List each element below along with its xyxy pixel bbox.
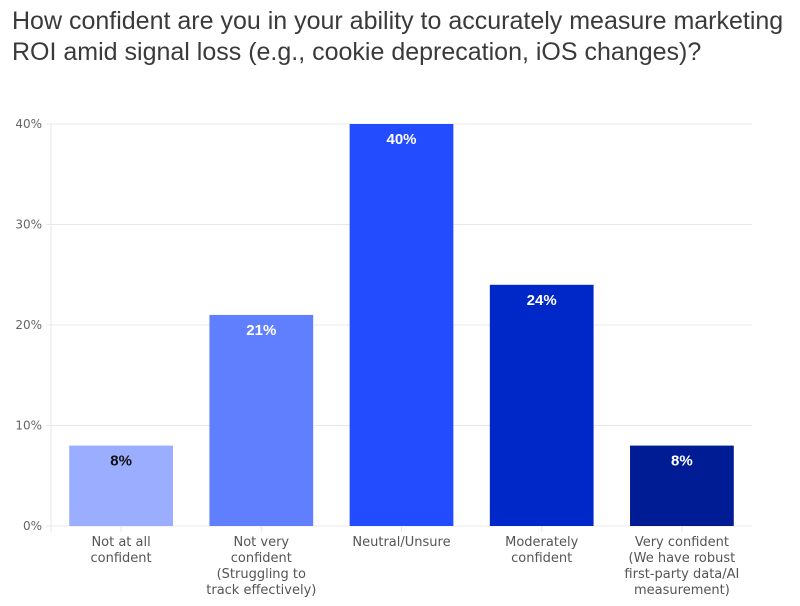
data-labels: 8% 21% 40% 24% 8% <box>110 131 692 470</box>
x-axis-labels: Not at all confident Not very confident (Str… <box>91 535 740 598</box>
bar <box>630 445 734 526</box>
y-tick-label: 10% <box>15 419 42 433</box>
y-tick-label: 30% <box>15 218 42 232</box>
x-tick-label: Not at all confident <box>91 535 152 566</box>
data-label: 24% <box>527 292 557 309</box>
bar <box>209 314 314 526</box>
x-tick-label: Very confident (We have robust first-party… <box>624 535 739 598</box>
data-label: 8% <box>671 453 693 470</box>
data-label: 21% <box>246 322 276 339</box>
data-label: 40% <box>386 131 416 148</box>
bar <box>69 445 173 526</box>
x-tick-label: Not very confident (Struggling to track eff… <box>206 535 316 598</box>
data-label: 8% <box>110 453 132 470</box>
y-tick-label: 40% <box>15 117 42 131</box>
y-tick-label: 0% <box>23 519 42 533</box>
y-axis-ticks: 0% 10% 20% 30% 40% <box>15 117 42 533</box>
x-tick-label: Moderately confident <box>505 535 578 566</box>
y-tick-label: 20% <box>15 318 42 332</box>
bar <box>349 124 454 526</box>
bar <box>489 284 594 526</box>
bars <box>69 124 734 526</box>
x-tick-label: Neutral/Unsure <box>352 535 450 550</box>
chart-title: How confident are you in your ability to… <box>12 7 784 66</box>
